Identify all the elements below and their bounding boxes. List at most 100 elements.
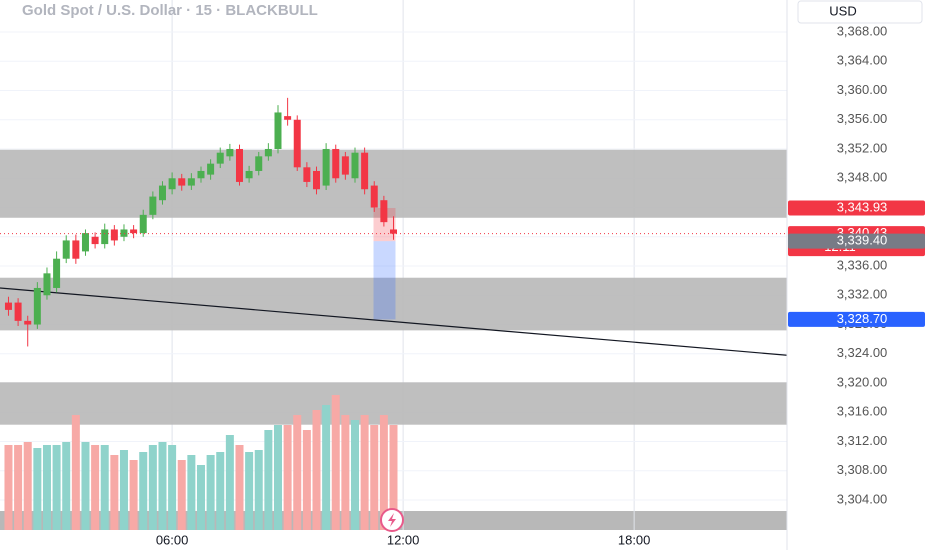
volume-bar (331, 395, 340, 530)
volume-bar (245, 452, 254, 530)
candle-body (332, 149, 340, 179)
candle-body (110, 229, 118, 241)
volume-bar (177, 460, 186, 530)
volume-bar (283, 425, 292, 530)
y-tick-label: 3,332.00 (837, 287, 888, 302)
volume-bar (187, 455, 196, 530)
under-layer (0, 0, 787, 530)
candle-body (53, 258, 61, 288)
candle-body (149, 196, 157, 215)
candle-body (24, 320, 32, 325)
volume-bar (91, 445, 100, 530)
volume-bar (389, 425, 398, 530)
currency-box[interactable] (797, 0, 923, 24)
volume-bar (42, 445, 51, 530)
candle-body (14, 302, 22, 321)
volume-bar (158, 442, 167, 530)
price-label-box (788, 200, 925, 216)
candle-body (216, 152, 224, 164)
volume-bar (168, 445, 177, 530)
y-tick-label: 3,336.00 (837, 257, 888, 272)
price-label-box (788, 233, 925, 249)
volume-bar (71, 415, 80, 530)
y-tick-label: 3,316.00 (837, 404, 888, 419)
candle-body (91, 236, 99, 245)
volume-bar (254, 450, 263, 530)
candle-body (139, 214, 147, 234)
volume-bar (110, 455, 119, 530)
candle-body (4, 302, 12, 310)
candle-body (226, 149, 234, 157)
y-tick-label: 3,308.00 (837, 462, 888, 477)
candle-body (390, 229, 397, 234)
currency[interactable]: USD (829, 3, 856, 18)
volume-bar (23, 442, 32, 530)
main-layer (0, 97, 788, 356)
chart-title: Gold Spot / U.S. Dollar · 15 · BLACKBULL (22, 2, 318, 19)
candle-body (312, 170, 320, 190)
volume-bar (312, 410, 321, 530)
volume-bar (235, 445, 244, 530)
candle-body (178, 178, 186, 186)
y-tick-label: 3,312.00 (837, 433, 888, 448)
price-label: 3,328.70 (837, 311, 888, 326)
volume-bar (196, 465, 205, 530)
y-tick-label: 3,304.00 (837, 491, 888, 506)
price-label-box (788, 311, 925, 327)
candle-body (380, 200, 388, 223)
candle-body (274, 112, 282, 150)
candle-body (303, 167, 311, 182)
y-tick-label: 3,364.00 (837, 53, 888, 68)
volume-bar (341, 415, 350, 530)
candle-body (120, 229, 128, 237)
zone (0, 149, 787, 218)
y-tick-label: 3,356.00 (837, 111, 888, 126)
candle-body (130, 229, 138, 234)
x-tick-label: 18:00 (618, 532, 651, 547)
candle-body (72, 240, 80, 259)
trendline (0, 287, 788, 356)
candle-body (33, 287, 41, 325)
candle-body (370, 185, 378, 208)
candle-body (255, 156, 263, 171)
volume-bar (119, 450, 128, 530)
volume-bar (360, 415, 369, 530)
y-tick-label: 3,360.00 (837, 82, 888, 97)
y-tick-label: 3,320.00 (837, 374, 888, 389)
candle-body (197, 170, 205, 179)
y-tick-label: 3,348.00 (837, 170, 888, 185)
candle-body (43, 273, 51, 296)
volume-bar (273, 425, 282, 530)
candle-body (207, 163, 215, 175)
price-label: 3,339.40 (837, 233, 888, 248)
volume-bar (129, 460, 138, 530)
volume-bar (33, 448, 42, 530)
y-tick-label: 3,368.00 (837, 23, 888, 38)
y-tick-label: 3,324.00 (837, 345, 888, 360)
event-icon-bolt (388, 513, 396, 527)
candle-body (361, 152, 369, 190)
volume-bar (264, 430, 273, 530)
candle-body (341, 156, 349, 175)
candle-body (293, 119, 301, 168)
volume-bar (100, 445, 109, 530)
volume-bar (216, 452, 225, 530)
candle-body (264, 149, 272, 157)
y-tick-label: 3,352.00 (837, 140, 888, 155)
volume-bar (225, 435, 234, 530)
volume-bar (52, 445, 61, 530)
volume-bar (379, 415, 388, 530)
candle-body (351, 152, 359, 179)
x-tick-label: 06:00 (156, 532, 189, 547)
price-label: 3,343.93 (837, 199, 888, 214)
volume-bar (14, 445, 23, 530)
volume-bar (81, 442, 90, 530)
candle-body (168, 178, 176, 190)
volume-bar (302, 430, 311, 530)
volume-bar (293, 415, 302, 530)
volume-bar (350, 420, 359, 530)
candle-body (187, 178, 195, 186)
candle-body (81, 233, 89, 252)
volume-bar (62, 442, 71, 530)
